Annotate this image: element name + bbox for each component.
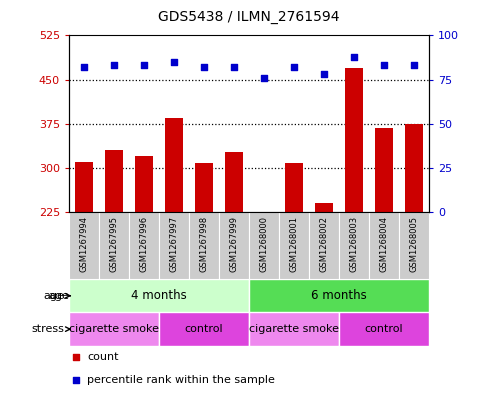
Bar (249, 212, 279, 279)
Text: 6 months: 6 months (311, 289, 367, 302)
Text: GSM1267997: GSM1267997 (170, 215, 178, 272)
Point (260, 75, 268, 81)
Text: GSM1267999: GSM1267999 (229, 215, 239, 272)
Point (72, 354, 80, 360)
Point (200, 64, 208, 70)
Text: age: age (43, 291, 64, 301)
Text: GSM1268004: GSM1268004 (380, 215, 388, 272)
Text: age: age (48, 291, 69, 301)
Bar (75, 162, 93, 212)
Bar (189, 212, 219, 279)
Text: GDS5438 / ILMN_2761594: GDS5438 / ILMN_2761594 (158, 9, 340, 24)
Text: count: count (87, 352, 118, 362)
Bar (99, 212, 129, 279)
Bar (195, 163, 213, 212)
Point (380, 62, 388, 68)
Point (80, 64, 88, 70)
Bar (69, 212, 99, 279)
Point (290, 64, 298, 70)
Bar (69, 312, 159, 346)
Text: GSM1268002: GSM1268002 (319, 215, 328, 272)
Bar (375, 128, 393, 212)
Bar (405, 124, 423, 212)
Text: GSM1267998: GSM1267998 (200, 215, 209, 272)
Bar (309, 212, 339, 279)
Text: GSM1267995: GSM1267995 (109, 215, 118, 272)
Point (230, 64, 238, 70)
Bar (279, 212, 309, 279)
Bar (69, 279, 249, 312)
Bar (345, 68, 363, 212)
Point (410, 62, 418, 68)
Bar (315, 203, 333, 212)
Bar (165, 118, 183, 212)
Bar (219, 212, 249, 279)
Point (350, 53, 358, 60)
Text: cigarette smoke: cigarette smoke (249, 324, 339, 334)
Bar (105, 150, 123, 212)
Bar (339, 212, 369, 279)
Bar (255, 212, 273, 213)
Point (140, 62, 148, 68)
Bar (225, 151, 243, 212)
Point (110, 62, 118, 68)
Bar (249, 312, 339, 346)
Bar (399, 212, 429, 279)
Text: GSM1267996: GSM1267996 (140, 215, 148, 272)
Text: GSM1268001: GSM1268001 (289, 215, 298, 272)
Bar (129, 212, 159, 279)
Point (320, 71, 328, 77)
Bar (159, 312, 249, 346)
Text: GSM1268003: GSM1268003 (350, 215, 358, 272)
Point (72, 377, 80, 384)
Text: GSM1268005: GSM1268005 (409, 215, 419, 272)
Text: 4 months: 4 months (131, 289, 187, 302)
Text: cigarette smoke: cigarette smoke (69, 324, 159, 334)
Bar (369, 212, 399, 279)
Text: GSM1268000: GSM1268000 (259, 215, 269, 272)
Bar (285, 163, 303, 212)
Text: percentile rank within the sample: percentile rank within the sample (87, 375, 275, 386)
Bar (135, 156, 153, 212)
Point (170, 59, 178, 65)
Text: control: control (365, 324, 403, 334)
Text: GSM1267994: GSM1267994 (79, 215, 89, 272)
Bar (159, 212, 189, 279)
Bar (249, 279, 429, 312)
Bar (339, 312, 429, 346)
Text: control: control (185, 324, 223, 334)
Text: stress: stress (31, 324, 64, 334)
